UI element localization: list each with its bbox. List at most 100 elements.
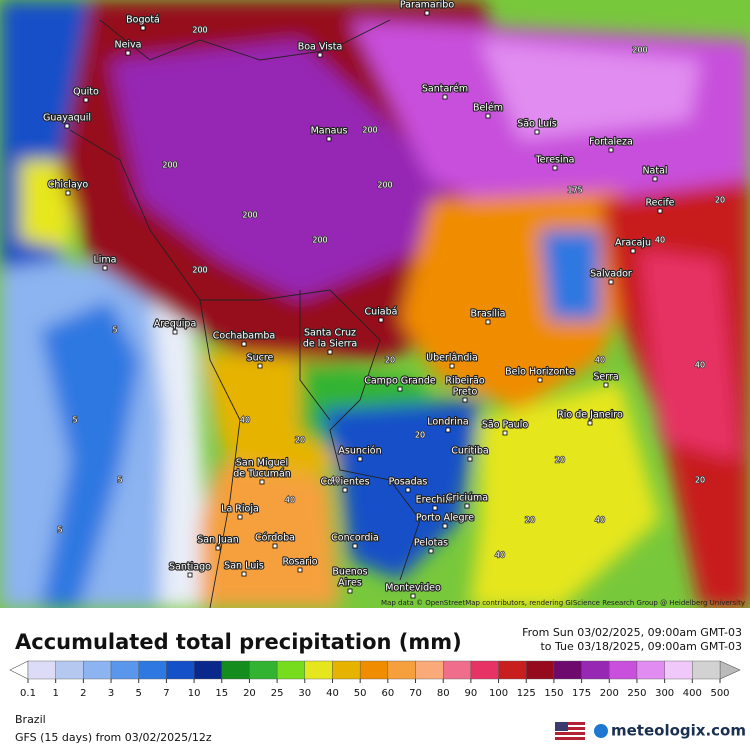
city-label: Campo Grande [364, 376, 436, 387]
legend-label: 500 [710, 688, 729, 699]
city-label: Sucre [247, 353, 274, 364]
city-marker [352, 543, 358, 549]
city-marker [608, 147, 614, 153]
contour-label: 20 [385, 356, 395, 365]
city-label: Santa Cruz [304, 328, 356, 339]
legend-label: 40 [326, 688, 339, 699]
city-marker [125, 50, 131, 56]
legend-label: 90 [465, 688, 478, 699]
contour-label: 200 [242, 211, 257, 220]
city-marker [378, 317, 384, 323]
city-marker [485, 319, 491, 325]
legend-label: 5 [136, 688, 142, 699]
city-label: Preto [453, 387, 478, 398]
map-attribution: Map data © OpenStreetMap contributors, r… [381, 599, 745, 607]
region: Brazil [15, 713, 46, 726]
legend-swatch [553, 660, 582, 680]
city-marker [432, 505, 438, 511]
city-marker [428, 548, 434, 554]
city-label: Arequipa [154, 319, 197, 330]
city-marker [424, 10, 430, 16]
contour-label: 20 [415, 431, 425, 440]
logo-icon [594, 724, 608, 738]
city-label: Criciúma [446, 493, 488, 504]
contour-label: 5 [72, 416, 77, 425]
flag [555, 722, 585, 740]
legend-arrow-left [9, 660, 29, 680]
city-marker [187, 572, 193, 578]
contour-label: 5 [117, 476, 122, 485]
contour-label: 200 [192, 266, 207, 275]
legend-label: 2 [80, 688, 86, 699]
city-label: Asunción [338, 446, 381, 457]
city-marker [603, 382, 609, 388]
city-label: Guayaquil [43, 113, 91, 124]
city-marker [485, 113, 491, 119]
city-label: Ribeirão [445, 376, 484, 387]
city-label: São Paulo [482, 420, 528, 431]
city-label: Manaus [311, 126, 348, 137]
legend-swatch [304, 660, 333, 680]
city-marker [327, 349, 333, 355]
legend-swatch [359, 660, 389, 680]
contour-label: 40 [595, 356, 605, 365]
legend-swatch [249, 660, 278, 680]
legend-swatch [27, 660, 56, 680]
city-marker [347, 588, 353, 594]
legend-swatch [415, 660, 444, 680]
city-label: Corrientes [320, 477, 369, 488]
legend-label: 80 [437, 688, 450, 699]
title: Accumulated total precipitation (mm) [15, 630, 462, 654]
legend-label: 3 [108, 688, 114, 699]
contour-label: 175 [567, 186, 582, 195]
city-label: Cochabamba [213, 331, 275, 342]
city-label: San Miguel [236, 458, 288, 469]
city-marker [410, 593, 416, 599]
legend-swatch [443, 660, 472, 680]
city-label: Salvador [590, 269, 632, 280]
city-label: Porto Alegre [416, 513, 474, 524]
legend-label: 20 [243, 688, 256, 699]
legend-swatch [221, 660, 250, 680]
city-label: Concordia [331, 533, 379, 544]
city-label: Brasília [471, 309, 506, 320]
contour-label: 20 [295, 436, 305, 445]
brand: meteologix.com [611, 722, 746, 740]
city-label: Buenos [332, 567, 367, 578]
city-label: Rio de Janeiro [557, 410, 623, 421]
legend-swatch [470, 660, 499, 680]
city-label: La Rioja [221, 504, 259, 515]
city-marker [652, 176, 658, 182]
contour-label: 200 [192, 26, 207, 35]
city-label: Curitiba [451, 446, 488, 457]
city-label: Posadas [389, 477, 428, 488]
city-marker [442, 94, 448, 100]
city-label: Fortaleza [589, 137, 633, 148]
date-to: to Tue 03/18/2025, 09:00am GMT-03 [540, 640, 742, 653]
city-marker [502, 430, 508, 436]
legend-label: 250 [627, 688, 646, 699]
legend-swatch [498, 660, 527, 680]
contour-label: 40 [495, 551, 505, 560]
city-label: Londrina [427, 417, 468, 428]
legend-label: 125 [517, 688, 536, 699]
city-marker [397, 386, 403, 392]
city-marker [259, 479, 265, 485]
legend-arrow-right [719, 660, 741, 680]
contour-label: 20 [525, 516, 535, 525]
city-label: Córdoba [255, 533, 295, 544]
city-marker [342, 487, 348, 493]
city-label: Natal [642, 166, 667, 177]
city-label: San Luis [224, 561, 264, 572]
legend-swatch [526, 660, 555, 680]
city-label: San Juan [197, 535, 239, 546]
model-info: GFS (15 days) from 03/02/2025/12z [15, 731, 212, 744]
legend-label: 175 [572, 688, 591, 699]
legend-label: 60 [381, 688, 394, 699]
contour-label: 200 [632, 46, 647, 55]
legend-label: 100 [489, 688, 508, 699]
contour-label: 200 [162, 161, 177, 170]
city-marker [449, 363, 455, 369]
legend-swatch [692, 660, 721, 680]
contour-label: 40 [285, 496, 295, 505]
